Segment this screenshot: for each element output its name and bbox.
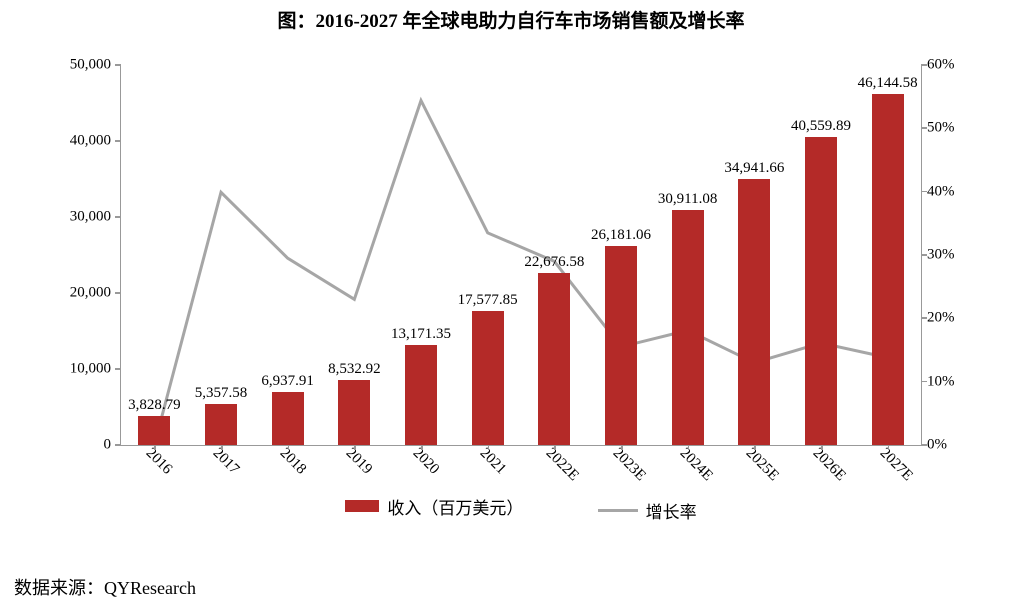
bar-value-label: 40,559.89	[791, 118, 851, 137]
bar-value-label: 22,676.58	[524, 254, 584, 273]
bar: 40,559.89	[805, 137, 837, 445]
x-tick-label: 2024E	[676, 445, 716, 485]
data-source: 数据来源：QYResearch	[14, 574, 196, 600]
bar-value-label: 17,577.85	[458, 292, 518, 311]
bar-value-label: 30,911.08	[658, 191, 717, 210]
bar: 17,577.85	[472, 311, 504, 445]
bar: 8,532.92	[338, 380, 370, 445]
bar: 3,828.79	[138, 416, 170, 445]
legend-item-growth: 增长率	[598, 498, 697, 523]
chart-title: 图：2016-2027 年全球电助力自行车市场销售额及增长率	[0, 0, 1022, 33]
bar-value-label: 3,828.79	[128, 397, 181, 416]
bar: 6,937.91	[272, 392, 304, 445]
x-tick-label: 2016	[142, 445, 175, 478]
y-left-tick: 10,000	[70, 361, 121, 378]
bar-value-label: 26,181.06	[591, 227, 651, 246]
x-tick-label: 2021	[476, 445, 509, 478]
legend-line-label: 增长率	[646, 498, 697, 523]
x-tick-label: 2023E	[609, 445, 649, 485]
x-tick-label: 2022E	[542, 445, 582, 485]
legend-bar-swatch	[345, 500, 379, 512]
bar-value-label: 46,144.58	[858, 75, 918, 94]
y-left-tick: 30,000	[70, 209, 121, 226]
bar-value-label: 6,937.91	[261, 373, 314, 392]
bar: 26,181.06	[605, 246, 637, 445]
plot-area: 收入（百万美元） 增长率 010,00020,00030,00040,00050…	[120, 65, 921, 446]
x-tick-label: 2020	[409, 445, 442, 478]
bar-value-label: 13,171.35	[391, 326, 451, 345]
legend-item-revenue: 收入（百万美元）	[345, 494, 523, 519]
bar: 34,941.66	[738, 179, 770, 445]
bar-value-label: 34,941.66	[724, 160, 784, 179]
legend-bar-label: 收入（百万美元）	[387, 494, 523, 519]
bar: 5,357.58	[205, 404, 237, 445]
bar: 46,144.58	[872, 94, 904, 445]
x-tick-label: 2019	[342, 445, 375, 478]
x-tick-label: 2025E	[742, 445, 782, 485]
bar: 13,171.35	[405, 345, 437, 445]
x-tick-label: 2026E	[809, 445, 849, 485]
x-tick-label: 2027E	[876, 445, 916, 485]
bar: 22,676.58	[538, 273, 570, 445]
y-left-tick: 50,000	[70, 57, 121, 74]
bar-value-label: 8,532.92	[328, 361, 381, 380]
y-left-tick: 20,000	[70, 285, 121, 302]
x-tick-label: 2017	[209, 445, 242, 478]
chart-area: 收入（百万美元） 增长率 010,00020,00030,00040,00050…	[60, 50, 980, 510]
bar: 30,911.08	[672, 210, 704, 445]
bar-value-label: 5,357.58	[195, 385, 248, 404]
legend-line-swatch	[598, 509, 638, 512]
y-left-tick: 40,000	[70, 133, 121, 150]
legend: 收入（百万美元） 增长率	[121, 494, 921, 524]
x-tick-label: 2018	[276, 445, 309, 478]
